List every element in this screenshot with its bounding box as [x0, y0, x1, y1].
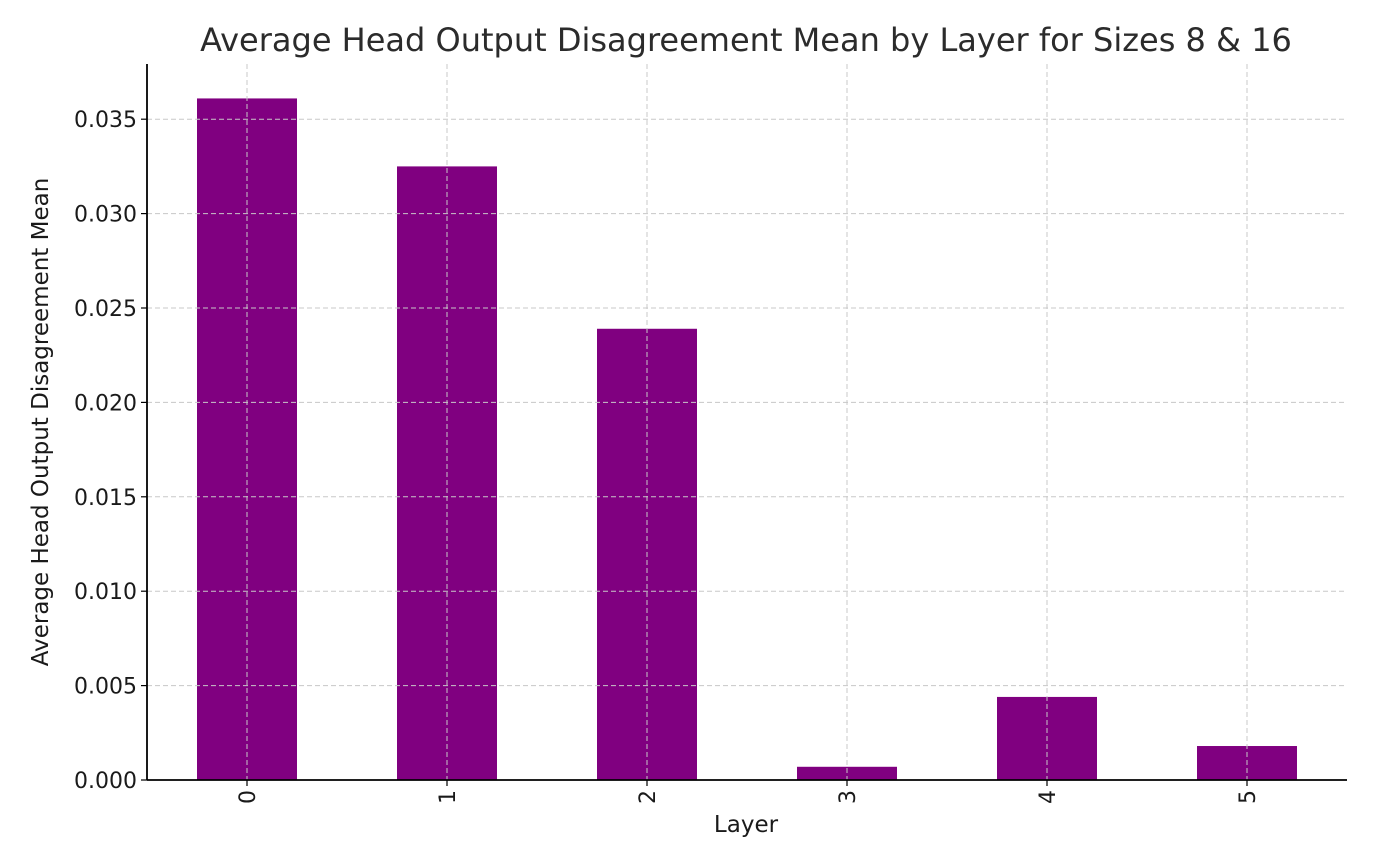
y-tick-label: 0.030	[74, 203, 137, 228]
y-tick-label: 0.005	[74, 675, 137, 700]
y-gridlines	[147, 118, 1347, 687]
x-gridlines	[246, 64, 1248, 780]
y-axis-label: Average Head Output Disagreement Mean	[28, 178, 54, 667]
x-ticks: 0 1 2 3 4 5	[236, 780, 1261, 804]
y-ticks: 0.000 0.005 0.010 0.015 0.020 0.025 0.030 0.035	[74, 108, 147, 794]
axes	[146, 64, 1347, 781]
x-tick-label: 1	[436, 790, 461, 804]
y-tick-label: 0.025	[74, 297, 137, 322]
y-tick-label: 0.020	[74, 391, 137, 416]
y-tick-label: 0.000	[74, 769, 137, 794]
x-tick-label: 3	[836, 790, 861, 804]
x-tick-label: 2	[636, 790, 661, 804]
x-tick-label: 0	[236, 790, 261, 804]
y-tick-label: 0.010	[74, 580, 137, 605]
bars	[197, 98, 1297, 780]
y-tick-label: 0.035	[74, 108, 137, 133]
x-axis-label: Layer	[714, 812, 779, 838]
x-tick-label: 4	[1036, 790, 1061, 804]
chart-title: Average Head Output Disagreement Mean by…	[200, 21, 1292, 59]
y-tick-label: 0.015	[74, 486, 137, 511]
x-tick-label: 5	[1236, 790, 1261, 804]
bar-layer-3	[797, 766, 897, 780]
